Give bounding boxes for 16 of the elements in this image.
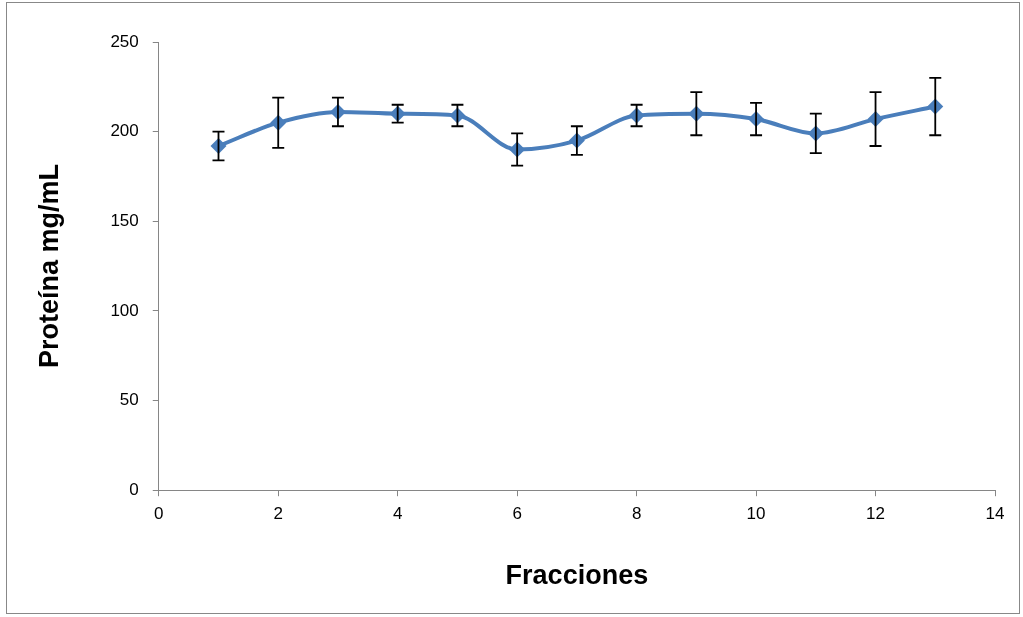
x-tick-label: 8 (631, 504, 642, 524)
y-axis-title: Proteína mg/mL (33, 164, 64, 369)
x-tick-label: 14 (985, 504, 1005, 524)
y-tick-label: 50 (119, 390, 139, 410)
x-tick-label: 2 (273, 504, 283, 524)
y-tick-label: 150 (110, 210, 139, 230)
x-tick-label: 4 (392, 504, 403, 524)
x-tick-label: 6 (512, 504, 522, 524)
x-tick-label: 0 (154, 504, 164, 524)
x-tick-label: 12 (866, 504, 885, 524)
y-tick-label: 100 (110, 300, 139, 320)
y-tick-label: 0 (129, 479, 139, 499)
x-tick-label: 10 (746, 504, 766, 524)
y-tick-label: 250 (110, 31, 139, 51)
y-tick-label: 200 (110, 121, 139, 141)
x-axis-title: Fracciones (505, 560, 649, 591)
